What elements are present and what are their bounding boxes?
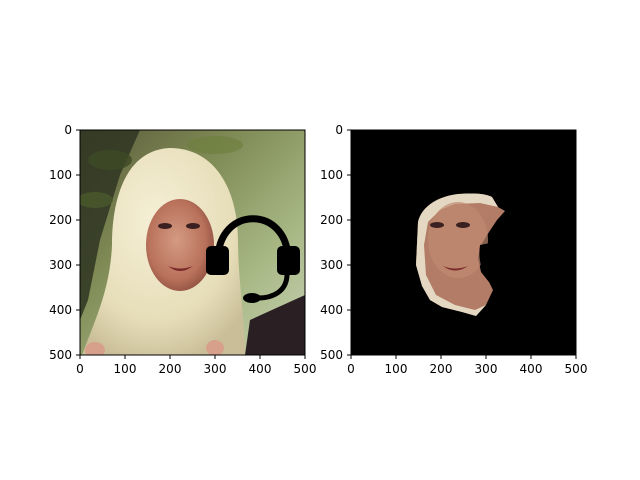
right-x-tick-label: 200 [430,362,453,376]
left-y-tick-label: 200 [49,213,72,227]
headset-icon [206,215,300,303]
right-x-tick-label: 0 [347,362,355,376]
left-x-ticks: 0 100 200 300 400 500 [76,355,316,376]
left-x-tick-label: 500 [294,362,317,376]
right-y-tick-label: 300 [320,258,343,272]
left-x-tick-label: 0 [76,362,84,376]
right-y-tick-label: 200 [320,213,343,227]
left-axes: 0 100 200 300 400 500 0 100 200 300 400 500 [49,123,316,376]
right-y-tick-label: 500 [320,348,343,362]
left-x-tick-label: 100 [114,362,137,376]
right-x-ticks: 0 100 200 300 400 500 [347,355,587,376]
left-y-ticks: 0 100 200 300 400 500 [49,123,80,362]
left-x-tick-label: 400 [249,362,272,376]
right-mask-image [351,130,576,355]
left-y-tick-label: 300 [49,258,72,272]
right-y-ticks: 0 100 200 300 400 500 [320,123,351,362]
right-y-tick-label: 100 [320,168,343,182]
left-photo [80,130,305,355]
right-x-tick-label: 100 [385,362,408,376]
right-y-tick-label: 400 [320,303,343,317]
right-axes: 0 100 200 300 400 500 0 100 200 300 400 500 [320,123,587,376]
left-y-tick-label: 100 [49,168,72,182]
left-y-tick-label: 400 [49,303,72,317]
right-axes-frame [350,129,577,356]
right-x-tick-label: 500 [565,362,588,376]
left-x-tick-label: 300 [204,362,227,376]
left-y-tick-label: 0 [64,123,72,137]
left-y-tick-label: 500 [49,348,72,362]
left-axes-frame [79,129,306,356]
left-x-tick-label: 200 [159,362,182,376]
right-y-tick-label: 0 [335,123,343,137]
right-x-tick-label: 400 [520,362,543,376]
right-x-tick-label: 300 [475,362,498,376]
